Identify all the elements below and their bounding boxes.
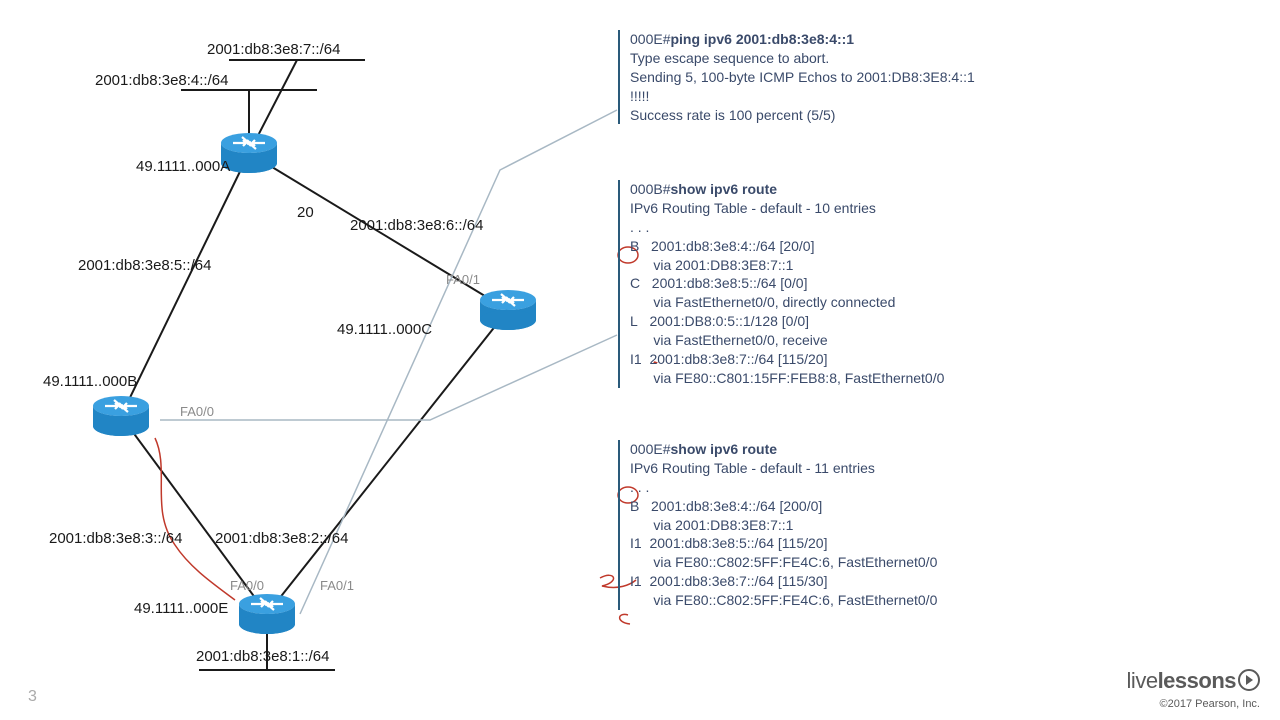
net-7-label: 2001:db8:3e8:7::/64 (207, 41, 340, 58)
router-e-name: 49.1111..000E (134, 600, 228, 617)
net-1-label: 2001:db8:3e8:1::/64 (196, 648, 329, 665)
router-e (237, 592, 297, 636)
net-4-label: 2001:db8:3e8:4::/64 (95, 72, 228, 89)
livelessons-logo: livelessons (1127, 668, 1260, 693)
copyright-text: ©2017 Pearson, Inc. (1160, 698, 1260, 710)
int-e-fa01: FA0/1 (320, 578, 354, 593)
int-b-fa00: FA0/0 (180, 404, 214, 419)
router-a-name: 49.1111..000A (136, 158, 230, 175)
router-c-name: 49.1111..000C (337, 321, 432, 338)
router-b (91, 394, 151, 438)
footer-brand: livelessons ©2017 Pearson, Inc. (1127, 668, 1260, 712)
cli-route-e-block: 000E#show ipv6 routeIPv6 Routing Table -… (618, 440, 937, 610)
cli-route-b-block: 000B#show ipv6 routeIPv6 Routing Table -… (618, 180, 944, 388)
net-5-label: 2001:db8:3e8:5::/64 (78, 257, 211, 274)
metric-20: 20 (297, 204, 314, 221)
slide: 2001:db8:3e8:7::/64 2001:db8:3e8:4::/64 … (0, 0, 1280, 720)
int-c-fa01: FA0/1 (446, 272, 480, 287)
logo-live: live (1127, 668, 1158, 693)
cli-ping-block: 000E#ping ipv6 2001:db8:3e8:4::1Type esc… (618, 30, 975, 124)
logo-lessons: lessons (1158, 668, 1236, 693)
int-e-fa00: FA0/0 (230, 578, 264, 593)
play-icon (1238, 669, 1260, 691)
net-2-label: 2001:db8:3e8:2::/64 (215, 530, 348, 547)
page-number: 3 (28, 688, 37, 706)
net-3-label: 2001:db8:3e8:3::/64 (49, 530, 182, 547)
net-6-label: 2001:db8:3e8:6::/64 (350, 217, 483, 234)
router-b-name: 49.1111..000B (43, 373, 137, 390)
router-c (478, 288, 538, 332)
